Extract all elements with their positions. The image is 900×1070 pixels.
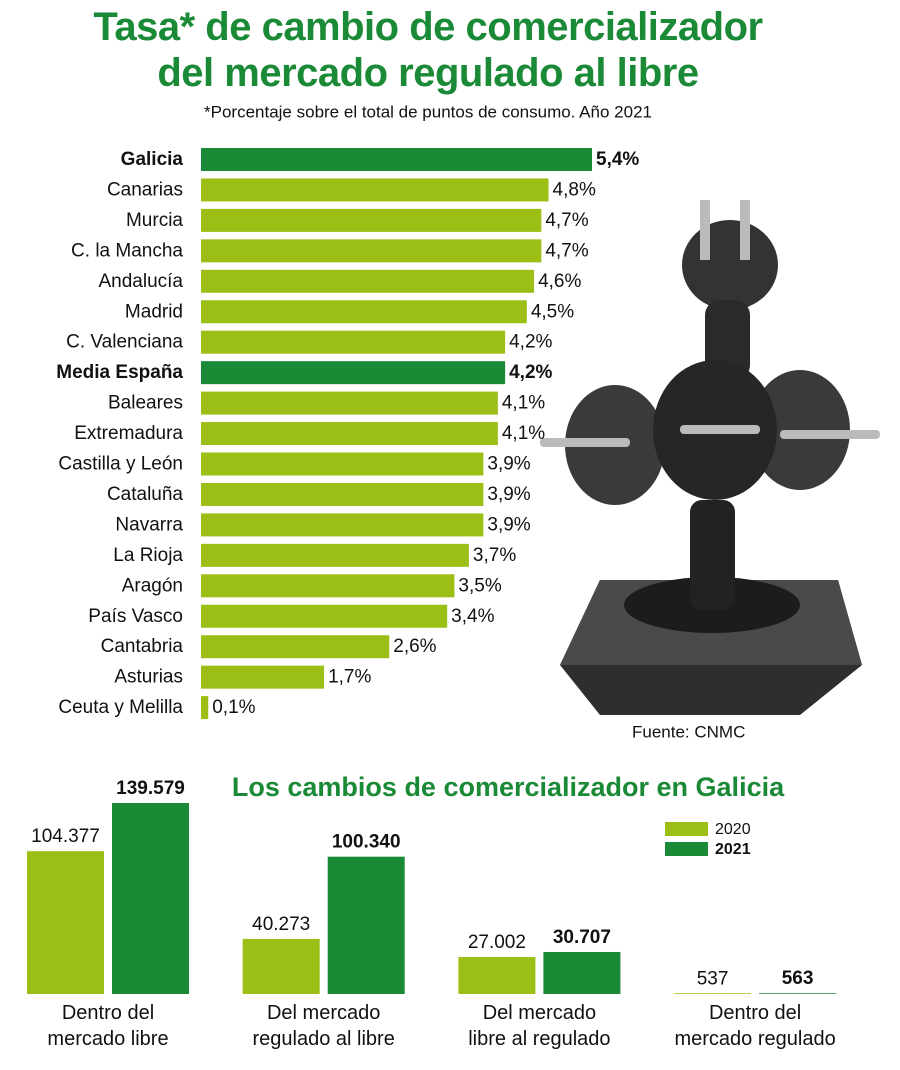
category-label: La Rioja (113, 545, 183, 566)
category-label: Cataluña (107, 484, 183, 505)
legend-label: 2020 (715, 821, 751, 838)
bar (201, 604, 448, 628)
value-label: 104.377 (31, 826, 100, 847)
bar (201, 574, 455, 598)
bar (112, 803, 189, 994)
value-label: 27.002 (468, 932, 526, 953)
legend-swatch (665, 842, 708, 856)
category-label: Baleares (108, 393, 183, 414)
category-label: Cantabria (101, 636, 184, 657)
value-label: 4,6% (538, 271, 581, 292)
value-label: 4,2% (509, 332, 552, 353)
category-label: Castilla y León (58, 454, 183, 475)
value-label: 4,2% (509, 362, 552, 383)
value-label: 563 (782, 968, 814, 989)
bar (201, 635, 390, 659)
chart-title: Los cambios de comercializador en Galici… (232, 772, 785, 802)
category-label: Extremadura (74, 423, 183, 444)
value-label: 0,1% (212, 697, 255, 718)
bar (201, 543, 469, 567)
value-label: 2,6% (393, 636, 436, 657)
category-label: Galicia (121, 149, 184, 170)
value-label: 3,9% (487, 484, 530, 505)
value-label: 40.273 (252, 914, 310, 935)
chart-title: Tasa* de cambio de comercializador del m… (93, 5, 763, 95)
value-label: 3,4% (451, 606, 494, 627)
plug-cable (690, 500, 735, 610)
value-label: 139.579 (116, 778, 185, 799)
bar (201, 452, 484, 476)
category-label: C. la Mancha (71, 240, 183, 261)
value-label: 3,9% (487, 454, 530, 475)
category-label: Canarias (107, 179, 183, 200)
bar (201, 482, 484, 506)
value-label: 3,7% (473, 545, 516, 566)
bar (201, 330, 506, 354)
category-label: Andalucía (98, 271, 183, 292)
category-label: Asturias (114, 667, 183, 688)
bar (201, 269, 535, 293)
bar (201, 239, 542, 263)
value-label: 4,7% (545, 240, 588, 261)
value-label: 4,1% (502, 423, 545, 444)
subtitle: *Porcentaje sobre el total de puntos de … (204, 102, 652, 121)
source: Fuente: CNMC (632, 722, 745, 741)
value-label: 30.707 (553, 927, 611, 948)
bar (201, 513, 484, 537)
category-label: Navarra (115, 514, 183, 535)
category-label: C. Valenciana (66, 332, 183, 353)
category-label: Dentro del mercado regulado (674, 1002, 836, 1050)
bar (201, 696, 209, 720)
bar (201, 422, 498, 446)
plug-neck (705, 300, 750, 380)
bar (201, 208, 542, 232)
bar (201, 391, 498, 415)
value-label: 4,5% (531, 301, 574, 322)
bar (201, 178, 549, 202)
value-label: 3,9% (487, 514, 530, 535)
pin (700, 200, 710, 260)
category-label: Aragón (122, 575, 183, 596)
value-label: 537 (697, 968, 729, 989)
plug-illustration (540, 200, 880, 715)
plug-top (682, 220, 778, 310)
value-label: 100.340 (332, 832, 401, 853)
legend-swatch (665, 822, 708, 836)
category-label: Del mercado libre al regulado (468, 1002, 611, 1050)
pin (540, 438, 630, 447)
bar (327, 856, 405, 994)
bar (201, 361, 506, 385)
bar (27, 851, 104, 994)
value-label: 1,7% (328, 667, 371, 688)
pin (680, 425, 760, 434)
bar (201, 148, 592, 171)
bar (458, 957, 536, 994)
category-label: Del mercado regulado al libre (252, 1002, 395, 1050)
category-label: Dentro del mercado libre (47, 1002, 169, 1050)
bar (674, 993, 752, 994)
pin (740, 200, 750, 260)
value-label: 4,7% (545, 210, 588, 231)
category-label: Media España (56, 362, 183, 383)
category-label: País Vasco (88, 606, 183, 627)
pin (780, 430, 880, 439)
bar (242, 938, 320, 994)
value-label: 4,8% (553, 179, 596, 200)
bar (759, 993, 837, 994)
value-label: 3,5% (458, 575, 501, 596)
category-label: Ceuta y Melilla (58, 697, 183, 718)
value-label: 4,1% (502, 393, 545, 414)
legend-label: 2021 (715, 841, 751, 858)
category-label: Madrid (125, 301, 183, 322)
bar (543, 951, 621, 994)
bar (201, 300, 527, 324)
category-label: Murcia (126, 210, 183, 231)
value-label: 5,4% (596, 149, 639, 170)
bar (201, 665, 325, 689)
